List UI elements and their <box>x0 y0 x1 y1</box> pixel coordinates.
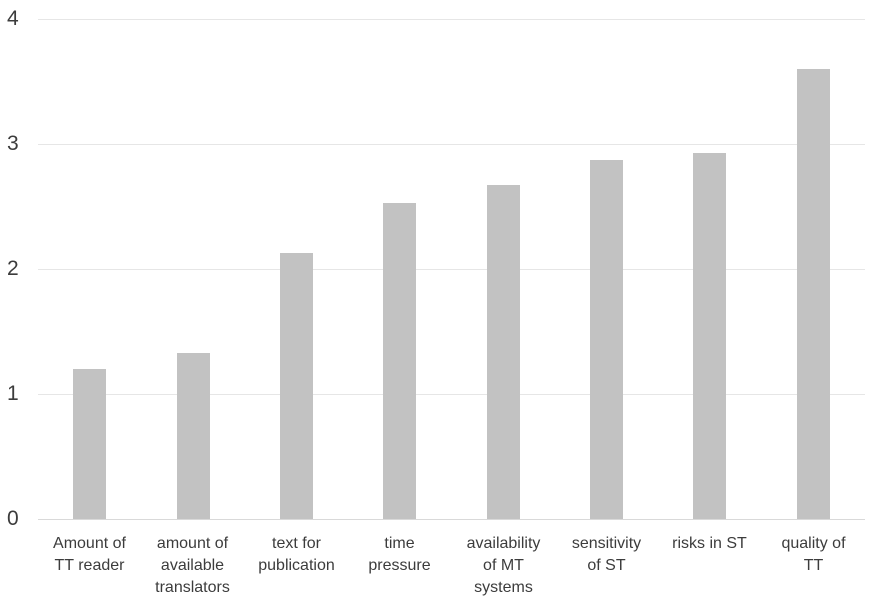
bar <box>590 160 623 519</box>
x-tick-label-line: TT <box>803 557 824 574</box>
x-tick-label-line: systems <box>474 579 533 596</box>
bar <box>383 203 416 519</box>
x-tick-label: text for publication <box>245 533 348 577</box>
gridline <box>38 144 865 145</box>
x-tick-label-line: of MT <box>483 557 524 574</box>
x-tick-label-line: amount of <box>156 535 229 552</box>
x-tick-label-line: text for <box>272 535 321 552</box>
y-tick-label: 4 <box>7 7 19 30</box>
gridline <box>38 19 865 20</box>
x-axis-baseline <box>38 519 865 520</box>
bar <box>177 353 210 519</box>
bar <box>280 253 313 519</box>
x-tick-label-line: pressure <box>368 557 431 574</box>
x-tick-label-line: risks in ST <box>672 535 747 552</box>
bar <box>487 185 520 519</box>
x-tick-label: risks in ST <box>658 533 761 555</box>
x-tick-label-line: translators <box>155 579 230 596</box>
x-tick-label-line: TT reader <box>54 557 125 574</box>
x-tick-label: time pressure <box>348 533 451 577</box>
x-tick-label-line: Amount of <box>53 535 126 552</box>
x-tick-label: sensitivity of ST <box>555 533 658 577</box>
x-tick-label-line: availability <box>466 535 541 552</box>
x-tick-label-line: quality of <box>781 535 846 552</box>
y-tick-label: 1 <box>7 382 19 405</box>
bar <box>797 69 830 519</box>
x-tick-label-line: sensitivity <box>571 535 642 552</box>
gridline <box>38 269 865 270</box>
gridline <box>38 394 865 395</box>
x-tick-label-line: of ST <box>587 557 626 574</box>
x-tick-label: quality of TT <box>762 533 865 577</box>
x-tick-label: availability of MT systems <box>452 533 555 599</box>
x-tick-label-line: publication <box>258 557 335 574</box>
x-tick-label: Amount of TT reader <box>38 533 141 577</box>
bar <box>73 369 106 519</box>
x-tick-label: amount of available translators <box>141 533 244 599</box>
y-tick-label: 0 <box>7 507 19 530</box>
x-tick-label-line: available <box>160 557 225 574</box>
y-tick-label: 2 <box>7 257 19 280</box>
bar <box>693 153 726 519</box>
y-tick-label: 3 <box>7 132 19 155</box>
x-tick-label-line: time <box>384 535 415 552</box>
